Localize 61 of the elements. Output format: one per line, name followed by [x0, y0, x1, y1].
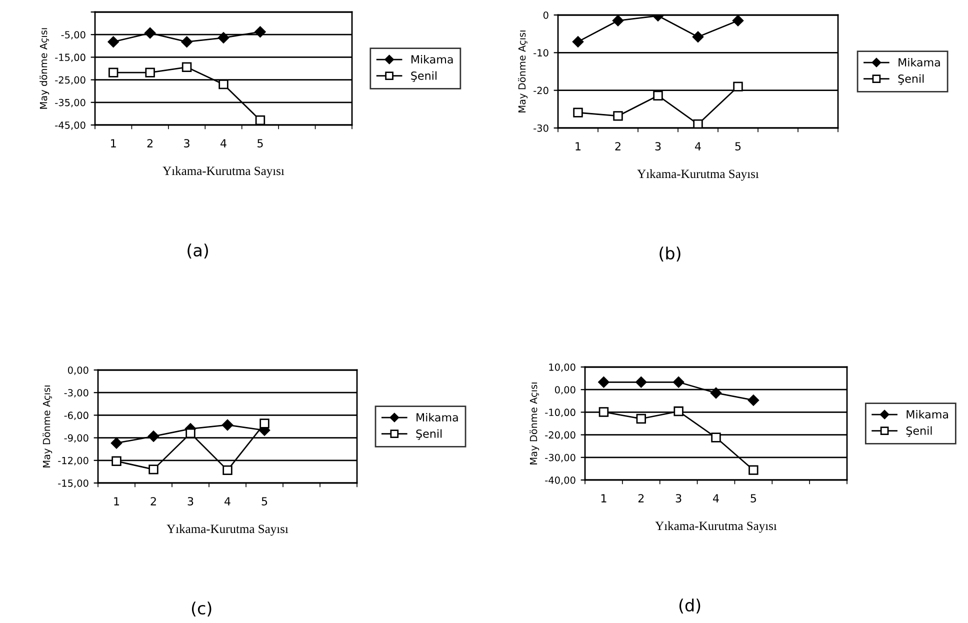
x-tick-label: 3 [188, 497, 194, 506]
y-tick-label: -20,00 [545, 431, 576, 440]
y-tick-label: -10,00 [545, 408, 576, 418]
x-tick-label: 4 [713, 494, 719, 502]
y-tick-label: -3,00 [64, 389, 88, 398]
x-tick-label: 4 [220, 139, 226, 148]
y-tick-label: 0 [543, 11, 548, 19]
x-tick-label: 1 [114, 497, 120, 506]
y-tick-label: -25,00 [55, 76, 86, 85]
y-tick-label: -30 [534, 124, 548, 132]
legend-label: Mikama [898, 58, 940, 67]
y-axis-title: May Dönme Açısı [530, 382, 540, 464]
legend-label: Mikama [411, 54, 453, 64]
y-tick-label: -30,00 [545, 454, 576, 462]
y-tick-label: -6,00 [64, 412, 88, 420]
x-tick-label: 2 [615, 142, 620, 150]
y-tick-label: -20 [534, 86, 548, 94]
y-tick-label: 0,00 [554, 386, 576, 394]
x-tick-label: 3 [184, 139, 190, 148]
y-tick-label: -10 [534, 49, 548, 56]
y-tick-label: 0,00 [68, 366, 88, 375]
y-axis-title: May Dönme Açısı [518, 30, 528, 112]
x-tick-label: 2 [150, 497, 156, 506]
x-tick-label: 1 [601, 494, 606, 502]
legend-label: Şenil [411, 71, 436, 82]
x-tick-label: 1 [576, 142, 581, 150]
y-tick-label: -45,00 [55, 121, 86, 130]
text: (d) [679, 598, 700, 614]
y-tick-label: -15,00 [58, 479, 88, 488]
legend-label: Şenil [416, 429, 442, 440]
legend-label: Şenil [906, 426, 932, 437]
y-tick-label: -15,00 [55, 54, 86, 62]
legend-label: Mikama [906, 410, 948, 419]
y-tick-label: -40,00 [545, 476, 576, 485]
x-tick-label: 5 [258, 139, 263, 148]
text: (a) [188, 244, 208, 259]
legend-label: Şenil [898, 74, 924, 85]
x-tick-label: 1 [111, 139, 116, 148]
x-axis-title: Yıkama-Kurutma Sayısı [655, 521, 777, 533]
text: (b) [660, 246, 680, 262]
y-tick-label: -5,00 [61, 31, 86, 40]
x-axis-title: Yıkama-Kurutma Sayısı [162, 166, 284, 178]
x-tick-label: 2 [147, 139, 152, 148]
x-tick-label: 4 [695, 142, 701, 150]
text: (c) [192, 602, 212, 617]
y-tick-label: -9,00 [64, 434, 88, 443]
x-tick-label: 5 [735, 142, 741, 150]
x-tick-label: 2 [638, 494, 644, 502]
x-tick-label: 3 [676, 494, 682, 502]
x-tick-label: 5 [262, 497, 268, 506]
x-tick-label: 3 [655, 142, 661, 150]
y-axis-title: May dönme Açısı [40, 28, 50, 109]
y-tick-label: -35,00 [55, 98, 86, 108]
x-tick-label: 5 [750, 494, 756, 502]
y-tick-label: 10,00 [549, 363, 576, 372]
x-axis-title: Yıkama-Kurutma Sayısı [637, 169, 759, 181]
y-tick-label: -12,00 [58, 456, 88, 466]
legend-label: Mikama [416, 412, 458, 422]
y-axis-title: May Dönme Açısı [42, 386, 52, 468]
x-axis-title: Yıkama-Kurutma Sayısı [166, 524, 288, 536]
x-tick-label: 4 [224, 497, 230, 506]
